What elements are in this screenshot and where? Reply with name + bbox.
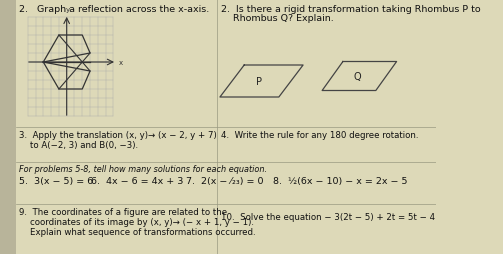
Text: x: x — [119, 60, 123, 66]
Text: Rhombus Q? Explain.: Rhombus Q? Explain. — [221, 14, 333, 23]
Text: coordinates of its image by (x, y)→ (− x + 1, y − 1).: coordinates of its image by (x, y)→ (− x… — [19, 217, 254, 226]
Text: Q: Q — [354, 72, 361, 82]
Text: 4.  Write the rule for any 180 degree rotation.: 4. Write the rule for any 180 degree rot… — [221, 131, 418, 139]
Text: 10.  Solve the equation − 3(2t − 5) + 2t = 5t − 4: 10. Solve the equation − 3(2t − 5) + 2t … — [221, 212, 435, 221]
Text: Explain what sequence of transformations occurred.: Explain what sequence of transformations… — [19, 227, 256, 236]
Text: 2.   Graph a reflection across the x-axis.: 2. Graph a reflection across the x-axis. — [19, 5, 209, 14]
Text: to A(−2, 3) and B(0, −3).: to A(−2, 3) and B(0, −3). — [19, 140, 138, 149]
Bar — [0, 0, 16, 254]
Text: 6.  4x − 6 = 4x + 3: 6. 4x − 6 = 4x + 3 — [91, 176, 183, 185]
Text: 8.  ½(6x − 10) − x = 2x − 5: 8. ½(6x − 10) − x = 2x − 5 — [273, 176, 407, 185]
Text: 2.  Is there a rigid transformation taking Rhombus P to: 2. Is there a rigid transformation takin… — [221, 5, 480, 14]
Text: 3.  Apply the translation (x, y)→ (x − 2, y + 7): 3. Apply the translation (x, y)→ (x − 2,… — [19, 131, 217, 139]
Text: 9.  The coordinates of a figure are related to the: 9. The coordinates of a figure are relat… — [19, 207, 227, 216]
Text: For problems 5-8, tell how many solutions for each equation.: For problems 5-8, tell how many solution… — [19, 164, 267, 173]
Text: P: P — [256, 77, 262, 87]
Text: 7.  2(x − ⁄₂₃) = 0: 7. 2(x − ⁄₂₃) = 0 — [186, 176, 264, 185]
Text: y: y — [65, 7, 69, 13]
Text: 5.  3(x − 5) = 6: 5. 3(x − 5) = 6 — [19, 176, 93, 185]
